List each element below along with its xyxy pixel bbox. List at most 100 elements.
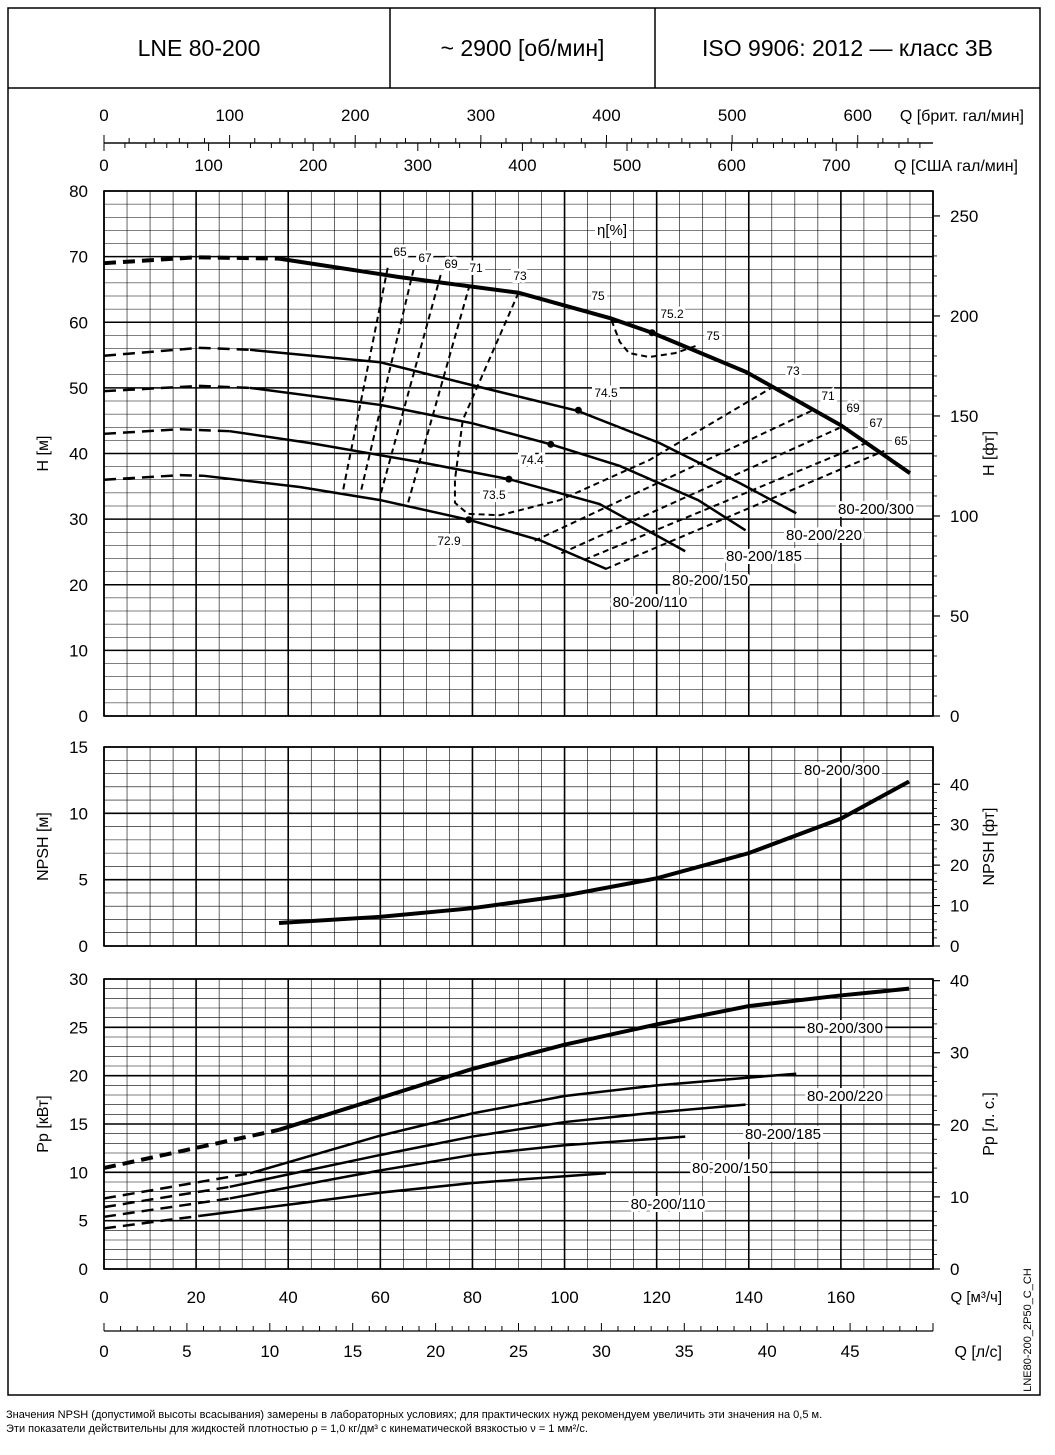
y-tick-label: 0 <box>79 1260 88 1279</box>
q-ls-axis-tick-label: 0 <box>99 1342 108 1361</box>
efficiency-line-65 <box>341 267 389 494</box>
y-right-tick-label: 250 <box>950 207 978 226</box>
standard-label: ISO 9906: 2012 — класс 3B <box>702 34 993 61</box>
y-right-tick-label: 40 <box>950 972 969 991</box>
efficiency-label: 67 <box>869 416 883 430</box>
q-m3h-tick-label: 0 <box>99 1288 108 1307</box>
y-tick-label: 10 <box>69 641 88 660</box>
q-uk-axis-tick-label: 400 <box>592 106 620 125</box>
efficiency-label: 69 <box>846 401 860 415</box>
curve-label: 80-200/150 <box>672 572 748 589</box>
y-axis-right-title: NPSH [фт] <box>981 808 998 886</box>
efficiency-label: 65 <box>393 245 407 259</box>
efficiency-label: 74.5 <box>594 386 618 400</box>
efficiency-label: 75 <box>591 289 605 303</box>
y-tick-label: 50 <box>69 379 88 398</box>
q-uk-axis-title: Q [брит. гал/мин] <box>900 108 1024 125</box>
curve-80-200-300 <box>278 256 912 475</box>
efficiency-label: 74.4 <box>520 453 544 467</box>
q-m3h-tick-label: 120 <box>642 1288 670 1307</box>
curve-label: 80-200/220 <box>807 1088 883 1105</box>
y-right-tick-label: 0 <box>950 937 959 956</box>
curve-dashed-80-200-110 <box>103 1214 200 1230</box>
outer-frame <box>7 7 1041 1396</box>
y-right-tick-label: 0 <box>950 707 959 726</box>
curve-80-200-150 <box>229 1135 686 1200</box>
y-tick-label: 25 <box>69 1018 88 1037</box>
q-m3h-tick-label: 20 <box>187 1288 206 1307</box>
y-tick-label: 15 <box>69 1115 88 1134</box>
y-right-tick-label: 0 <box>950 1260 959 1279</box>
curve-label: 80-200/300 <box>838 501 914 518</box>
q-m3h-axis-title: Q [м³/ч] <box>951 1289 1002 1306</box>
q-ls-axis-tick-label: 45 <box>841 1342 860 1361</box>
q-uk-axis-tick-label: 0 <box>99 106 108 125</box>
y-tick-label: 0 <box>79 937 88 956</box>
plot-frame <box>103 190 934 717</box>
curve-dashed-80-200-185 <box>103 1185 230 1209</box>
efficiency-line-69 <box>560 426 840 555</box>
curve-label: 80-200/300 <box>807 1020 883 1037</box>
efficiency-label: 73 <box>513 269 527 283</box>
q-us-axis-tick-label: 400 <box>508 156 536 175</box>
efficiency-axis-label: η[%] <box>597 222 627 239</box>
q-ls-axis-tick-label: 10 <box>260 1342 279 1361</box>
efficiency-label: 67 <box>418 251 432 265</box>
q-us-axis-tick-label: 700 <box>822 156 850 175</box>
efficiency-label: 65 <box>894 434 908 448</box>
efficiency-line-69 <box>378 274 442 498</box>
efficiency-line-75 <box>610 319 699 359</box>
footer-note-2: Эти показатели действительны для жидкост… <box>6 1423 588 1435</box>
curve-dashed-80-200-220 <box>103 346 251 357</box>
y-tick-label: 20 <box>69 1067 88 1086</box>
curve-80-200-220 <box>249 1072 797 1175</box>
efficiency-line-71 <box>406 284 471 505</box>
efficiency-line-67 <box>583 442 867 561</box>
speed-label: ~ 2900 [об/мин] <box>440 34 605 61</box>
plot-frame <box>103 978 934 1270</box>
y-axis-right-title: Pp [л. с.] <box>981 1092 998 1156</box>
y-tick-label: 30 <box>69 970 88 989</box>
document-code: LNE80-200_2P50_C_CH <box>1022 1268 1034 1392</box>
efficiency-point <box>648 329 656 337</box>
efficiency-label: 75 <box>706 329 720 343</box>
y-right-tick-label: 10 <box>950 1188 969 1207</box>
curve-dashed-80-200-300 <box>103 255 280 266</box>
efficiency-label: 69 <box>444 257 458 271</box>
curve-dashed-80-200-300 <box>103 1127 280 1170</box>
q-ls-axis-tick-label: 35 <box>675 1342 694 1361</box>
y-axis-title: NPSH [м] <box>35 812 52 881</box>
curve-80-200-110 <box>203 474 607 571</box>
y-tick-label: 40 <box>69 445 88 464</box>
q-ls-axis-tick-label: 40 <box>758 1342 777 1361</box>
y-right-tick-label: 30 <box>950 816 969 835</box>
y-right-tick-label: 100 <box>950 507 978 526</box>
y-axis-right-title: H [фт] <box>981 431 998 476</box>
q-ls-axis-tick-label: 25 <box>509 1342 528 1361</box>
footer-note-1: Значения NPSH (допустимой высоты всасыва… <box>6 1409 823 1421</box>
plot-frame <box>103 746 934 947</box>
y-tick-label: 5 <box>79 1212 88 1231</box>
efficiency-line-67 <box>359 269 415 494</box>
y-right-tick-label: 200 <box>950 307 978 326</box>
y-right-tick-label: 150 <box>950 407 978 426</box>
y-tick-label: 5 <box>79 871 88 890</box>
y-tick-label: 60 <box>69 313 88 332</box>
efficiency-label: 72.9 <box>437 534 461 548</box>
curve-80-200-110 <box>199 1172 607 1218</box>
efficiency-point <box>574 406 582 414</box>
y-axis-title: H [м] <box>35 436 52 472</box>
q-us-axis-tick-label: 300 <box>404 156 432 175</box>
curve-label: 80-200/300 <box>804 762 880 779</box>
curve-80-200-300 <box>278 779 911 926</box>
curve-80-200-185 <box>249 386 747 532</box>
q-ls-axis-tick-label: 5 <box>182 1342 191 1361</box>
curve-label: 80-200/185 <box>726 548 802 565</box>
q-us-axis-tick-label: 600 <box>717 156 745 175</box>
model-title: LNE 80-200 <box>137 34 261 61</box>
q-us-axis-tick-label: 200 <box>299 156 327 175</box>
q-us-axis-tick-label: 0 <box>99 156 108 175</box>
efficiency-line-65 <box>605 449 885 570</box>
curve-80-200-300 <box>278 986 910 1132</box>
